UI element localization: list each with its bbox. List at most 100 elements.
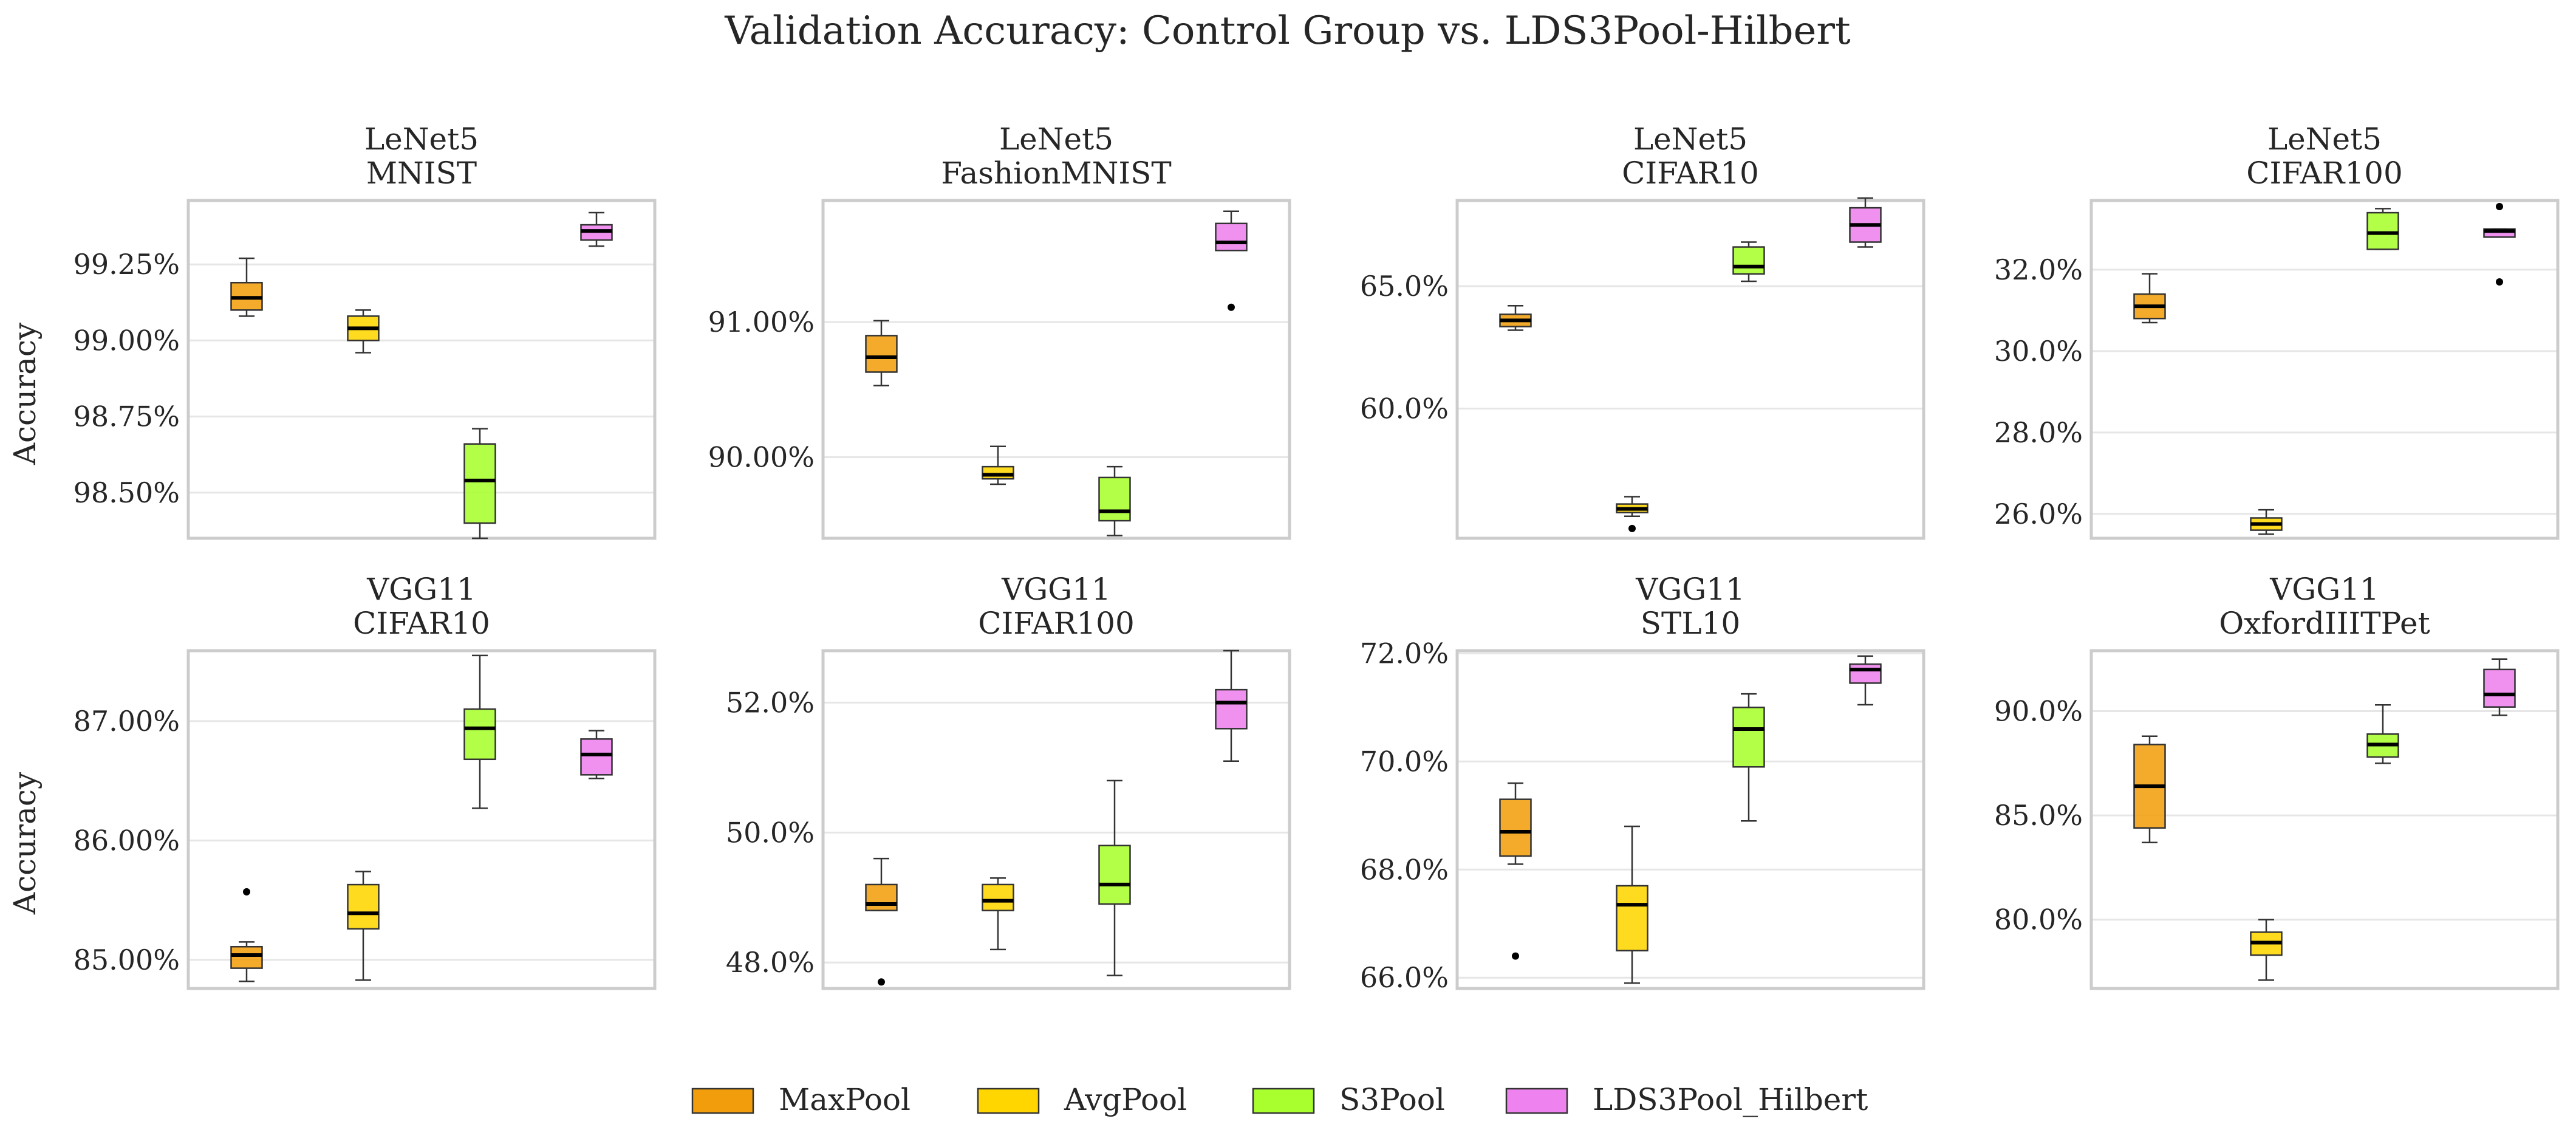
legend-item-s3pool: S3Pool: [1252, 1082, 1445, 1117]
plot-frame: [186, 649, 657, 990]
y-tick-label: 99.00%: [73, 324, 180, 357]
plot-frame: [2089, 199, 2560, 540]
y-tick-label: 98.75%: [73, 400, 180, 433]
plot-frame: [2089, 649, 2560, 990]
box-avgpool: [1616, 496, 1648, 532]
y-tick-label: 65.0%: [1360, 270, 1449, 303]
plot-frame: [821, 649, 1291, 990]
box-lds3pool-hilbert: [2483, 658, 2516, 716]
box-body: [982, 465, 1014, 480]
y-tick-label: 70.0%: [1360, 745, 1449, 778]
box-body: [230, 945, 263, 969]
box-lds3pool-hilbert: [1215, 649, 1248, 762]
legend-label: MaxPool: [779, 1082, 910, 1117]
y-tick-label: 85.00%: [73, 944, 180, 976]
box-avgpool: [2250, 509, 2283, 535]
legend-label: LDS3Pool_Hilbert: [1593, 1082, 1868, 1117]
outlier-point: [1512, 952, 1519, 960]
box-lds3pool-hilbert: [580, 730, 613, 779]
subplot-grid: LeNet5MNIST98.50%98.75%99.00%99.25%LeNet…: [73, 122, 2560, 994]
box-lds3pool-hilbert: [2483, 203, 2516, 286]
box-body: [580, 738, 613, 776]
box-body: [2483, 668, 2516, 708]
box-body: [1098, 844, 1131, 905]
subplot-title-model: LeNet5: [999, 122, 1113, 157]
plot-frame: [1455, 199, 1925, 540]
box-s3pool: [2366, 208, 2399, 250]
subplot-title-dataset: STL10: [1641, 606, 1740, 641]
box-s3pool: [1732, 693, 1765, 822]
box-body: [1616, 885, 1648, 951]
legend-swatch: [1252, 1088, 1315, 1114]
plot-frame: [821, 199, 1291, 540]
subplot-title-dataset: CIFAR100: [2246, 156, 2403, 191]
subplot-title-dataset: CIFAR10: [1622, 156, 1759, 191]
box-maxpool: [230, 888, 263, 982]
box-s3pool: [463, 428, 496, 540]
box-body: [1849, 663, 1882, 684]
legend: MaxPool AvgPool S3Pool LDS3Pool_Hilbert: [691, 1082, 1868, 1117]
box-lds3pool-hilbert: [1849, 197, 1882, 248]
y-tick-label: 60.0%: [1360, 392, 1449, 425]
box-body: [2366, 211, 2399, 250]
subplot-title-dataset: OxfordIIITPet: [2219, 606, 2430, 641]
box-s3pool: [1098, 779, 1131, 976]
y-tick-label: 72.0%: [1360, 637, 1449, 670]
legend-swatch: [977, 1088, 1040, 1114]
box-maxpool: [865, 320, 898, 386]
box-maxpool: [2133, 735, 2166, 844]
box-maxpool: [1499, 304, 1532, 331]
box-body: [982, 883, 1014, 911]
y-tick-label: 99.25%: [73, 248, 180, 281]
box-maxpool: [865, 857, 898, 986]
y-tick-label: 66.0%: [1360, 961, 1449, 994]
legend-label: AvgPool: [1064, 1082, 1187, 1117]
y-tick-label: 98.50%: [73, 476, 180, 509]
y-tick-label: 80.0%: [1994, 903, 2083, 936]
legend-label: S3Pool: [1339, 1082, 1445, 1117]
box-avgpool: [347, 871, 380, 981]
legend-swatch: [1505, 1088, 1568, 1114]
box-body: [1732, 246, 1765, 275]
box-body: [1732, 707, 1765, 768]
figure-title: Validation Accuracy: Control Group vs. L…: [724, 9, 1851, 53]
plot-frame: [186, 199, 657, 540]
box-body: [463, 708, 496, 761]
subplot-title-model: VGG11: [2269, 572, 2379, 607]
y-axis-label-row-2: Accuracy: [7, 772, 43, 915]
box-maxpool: [230, 257, 263, 317]
subplot-title-model: LeNet5: [364, 122, 479, 157]
y-tick-label: 87.00%: [73, 705, 180, 738]
y-tick-label: 85.0%: [1994, 799, 2083, 832]
plot-frame: [1455, 649, 1925, 990]
subplot-title-model: VGG11: [1635, 572, 1745, 607]
y-tick-label: 26.0%: [1994, 498, 2083, 530]
subplot-title-model: LeNet5: [1633, 122, 1748, 157]
box-body: [865, 883, 898, 911]
box-avgpool: [982, 445, 1014, 485]
y-tick-label: 48.0%: [726, 946, 815, 979]
box-s3pool: [1098, 465, 1131, 536]
subplot-title-dataset: MNIST: [366, 156, 477, 191]
box-body: [1499, 798, 1532, 857]
y-tick-label: 90.0%: [1994, 695, 2083, 728]
box-maxpool: [1499, 782, 1532, 960]
box-avgpool: [982, 877, 1014, 951]
box-lds3pool-hilbert: [580, 211, 613, 247]
outlier-point: [1628, 524, 1636, 532]
y-tick-label: 32.0%: [1994, 253, 2083, 286]
y-tick-label: 91.00%: [708, 306, 815, 338]
subplot-title-dataset: CIFAR10: [353, 606, 490, 641]
box-body: [463, 443, 496, 524]
y-tick-label: 28.0%: [1994, 416, 2083, 449]
box-avgpool: [1616, 825, 1648, 984]
box-body: [347, 883, 380, 930]
outlier-point: [2496, 278, 2503, 286]
y-tick-label: 50.0%: [726, 816, 815, 849]
subplot-title-model: VGG11: [366, 572, 476, 607]
y-tick-label: 30.0%: [1994, 335, 2083, 368]
